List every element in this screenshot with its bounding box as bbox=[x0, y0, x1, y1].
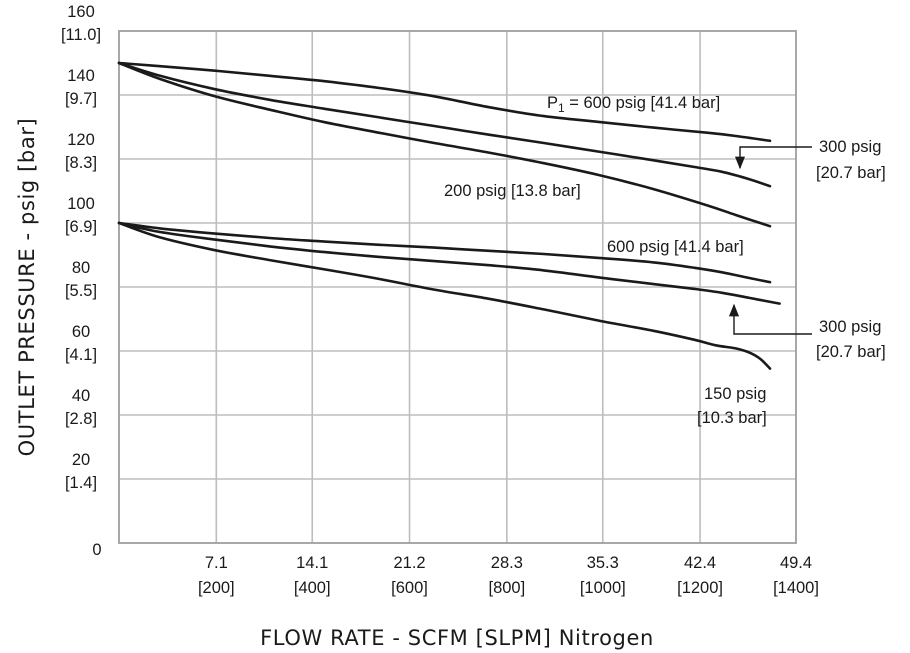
x-tick-sublabel: [1000] bbox=[580, 579, 626, 597]
y-axis-title: OUTLET PRESSURE - psig [bar] bbox=[15, 118, 39, 457]
y-tick-sublabel: [1.4] bbox=[65, 474, 97, 492]
y-tick-label: 20 bbox=[72, 451, 90, 469]
y-tick-sublabel: [8.3] bbox=[65, 154, 97, 172]
pressure-curves bbox=[117, 61, 781, 370]
x-tick-label: 35.3 bbox=[587, 554, 619, 572]
curve-label-lower-300-bar: [20.7 bar] bbox=[816, 343, 886, 361]
series-line-4 bbox=[117, 221, 781, 305]
y-tick-sublabel: [2.8] bbox=[65, 410, 97, 428]
x-tick-label: 49.4 bbox=[780, 554, 812, 572]
y-tick-label: 120 bbox=[67, 131, 95, 149]
curve-label-upper-300-psig: 300 psig bbox=[819, 138, 881, 156]
x-tick-label: 14.1 bbox=[296, 554, 328, 572]
y-tick-sublabel: [9.7] bbox=[65, 90, 97, 108]
x-tick-sublabel: [200] bbox=[198, 579, 235, 597]
curve-label-p1-600: P1 = 600 psig [41.4 bar] bbox=[547, 94, 720, 115]
x-tick-label: 28.3 bbox=[491, 554, 523, 572]
leader-arrow-lower-300 bbox=[728, 303, 812, 335]
x-tick-sublabel: [800] bbox=[488, 579, 525, 597]
curve-label-p1-subscript: 1 bbox=[558, 101, 565, 115]
curve-label-lower-150-psig: 150 psig bbox=[704, 385, 766, 403]
curve-label-upper-200: 200 psig [13.8 bar] bbox=[444, 182, 581, 200]
y-tick-sublabel: [5.5] bbox=[65, 282, 97, 300]
x-tick-sublabel: [600] bbox=[391, 579, 428, 597]
series-line-1 bbox=[117, 61, 772, 188]
x-axis-title: FLOW RATE - SCFM [SLPM] Nitrogen bbox=[260, 626, 654, 650]
plot-frame bbox=[118, 30, 797, 544]
y-tick-label: 100 bbox=[67, 195, 95, 213]
x-tick-sublabel: [1200] bbox=[677, 579, 723, 597]
curve-label-lower-150-bar: [10.3 bar] bbox=[697, 409, 767, 427]
curve-label-lower-600: 600 psig [41.4 bar] bbox=[607, 238, 744, 256]
series-line-0 bbox=[117, 61, 772, 143]
series-line-5 bbox=[117, 221, 772, 370]
y-tick-label: 140 bbox=[67, 67, 95, 85]
x-tick-sublabel: [400] bbox=[294, 579, 331, 597]
y-tick-label: 60 bbox=[72, 323, 90, 341]
series-line-2 bbox=[117, 61, 772, 228]
y-tick-label: 0 bbox=[92, 541, 101, 559]
y-tick-sublabel: [6.9] bbox=[65, 218, 97, 236]
curve-label-p1-rest: = 600 psig [41.4 bar] bbox=[565, 94, 721, 112]
x-tick-label: 42.4 bbox=[684, 554, 716, 572]
y-tick-label: 80 bbox=[72, 259, 90, 277]
y-tick-label: 40 bbox=[72, 387, 90, 405]
curve-label-lower-300-psig: 300 psig bbox=[819, 318, 881, 336]
x-tick-labels: 7.1 [200] 14.1 [400] 21.2 [600] 28.3 [800] 35.3 [… bbox=[198, 554, 819, 597]
y-tick-label: 160 bbox=[67, 3, 95, 21]
x-tick-label: 21.2 bbox=[393, 554, 425, 572]
x-tick-sublabel: [1400] bbox=[773, 579, 819, 597]
y-tick-sublabel: [11.0] bbox=[61, 26, 101, 44]
curve-label-upper-300-bar: [20.7 bar] bbox=[816, 164, 886, 182]
series-line-3 bbox=[117, 221, 772, 284]
leader-arrow-upper-300 bbox=[734, 146, 812, 170]
x-tick-label: 7.1 bbox=[205, 554, 228, 572]
y-tick-labels: 0 20 [1.4] 40 [2.8] 60 [4.1] 80 [5.5] 100 [6.9] 120… bbox=[61, 3, 102, 559]
y-tick-sublabel: [4.1] bbox=[65, 346, 97, 364]
curve-label-p1-prefix: P bbox=[547, 94, 558, 112]
